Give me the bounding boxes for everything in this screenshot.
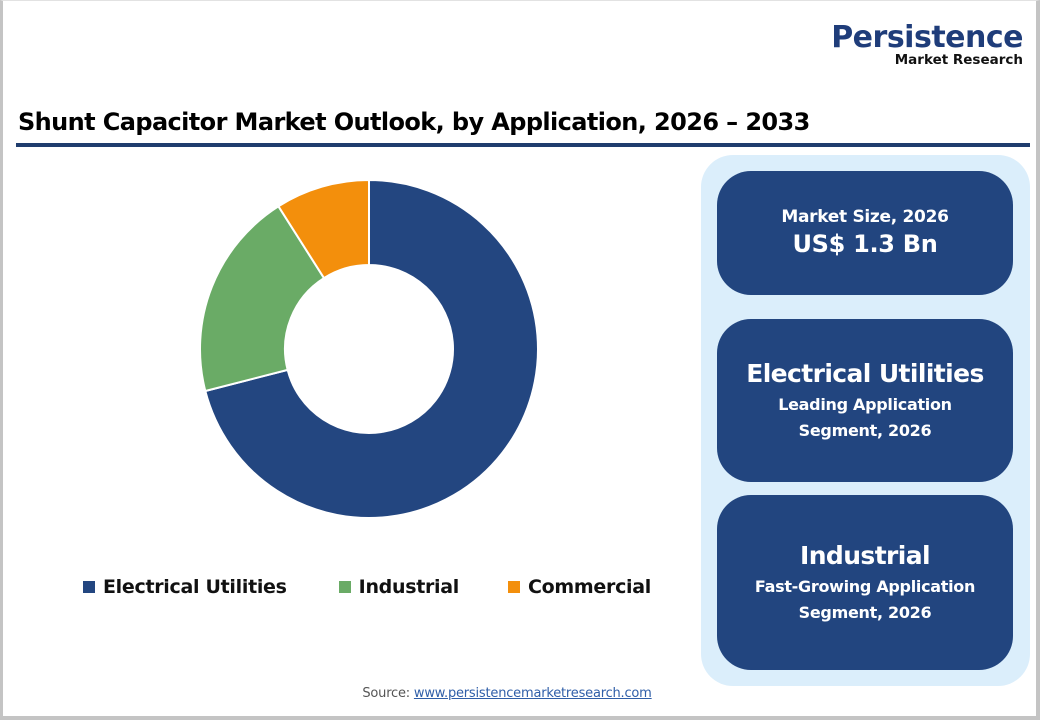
market-size-label: Market Size, 2026 — [781, 207, 949, 227]
chart-legend: Electrical Utilities Industrial Commerci… — [83, 576, 651, 598]
legend-label: Industrial — [358, 576, 460, 598]
slice-industrial — [199, 204, 326, 393]
slice-commercial — [277, 178, 370, 280]
source-note: Source: www.persistencemarketresearch.co… — [200, 686, 814, 701]
fast-growing-segment-line2: Segment, 2026 — [798, 602, 932, 622]
legend-item-electrical-utilities: Electrical Utilities — [83, 576, 287, 598]
legend-swatch-electrical-utilities — [83, 581, 95, 593]
leading-segment-title: Electrical Utilities — [746, 358, 984, 388]
fast-growing-segment-card: Industrial Fast-Growing Application Segm… — [717, 495, 1013, 670]
market-size-value: US$ 1.3 Bn — [792, 230, 938, 258]
market-size-card: Market Size, 2026 US$ 1.3 Bn — [717, 171, 1013, 295]
brand-logo: Persistence Market Research — [831, 20, 1023, 68]
fast-growing-segment-line1: Fast-Growing Application — [754, 576, 976, 596]
source-link[interactable]: www.persistencemarketresearch.com — [413, 686, 652, 701]
leading-segment-line2: Segment, 2026 — [798, 420, 932, 440]
legend-label: Commercial — [528, 576, 651, 598]
title-underline — [16, 143, 1030, 147]
leading-segment-card: Electrical Utilities Leading Application… — [717, 319, 1013, 482]
source-label: Source: — [362, 686, 414, 701]
legend-label: Electrical Utilities — [103, 576, 287, 598]
fast-growing-segment-title: Industrial — [800, 540, 931, 570]
logo-sub-text: Market Research — [894, 52, 1023, 68]
slice-electrical-utilities — [204, 178, 539, 519]
legend-item-commercial: Commercial — [508, 576, 651, 598]
logo-main-text: Persistence — [831, 20, 1023, 55]
legend-swatch-commercial — [508, 581, 521, 593]
legend-item-industrial: Industrial — [338, 576, 460, 598]
leading-segment-line1: Leading Application — [778, 394, 952, 414]
chart-title: Shunt Capacitor Market Outlook, by Appli… — [18, 108, 810, 136]
legend-swatch-industrial — [338, 581, 351, 593]
donut-chart — [199, 178, 539, 519]
